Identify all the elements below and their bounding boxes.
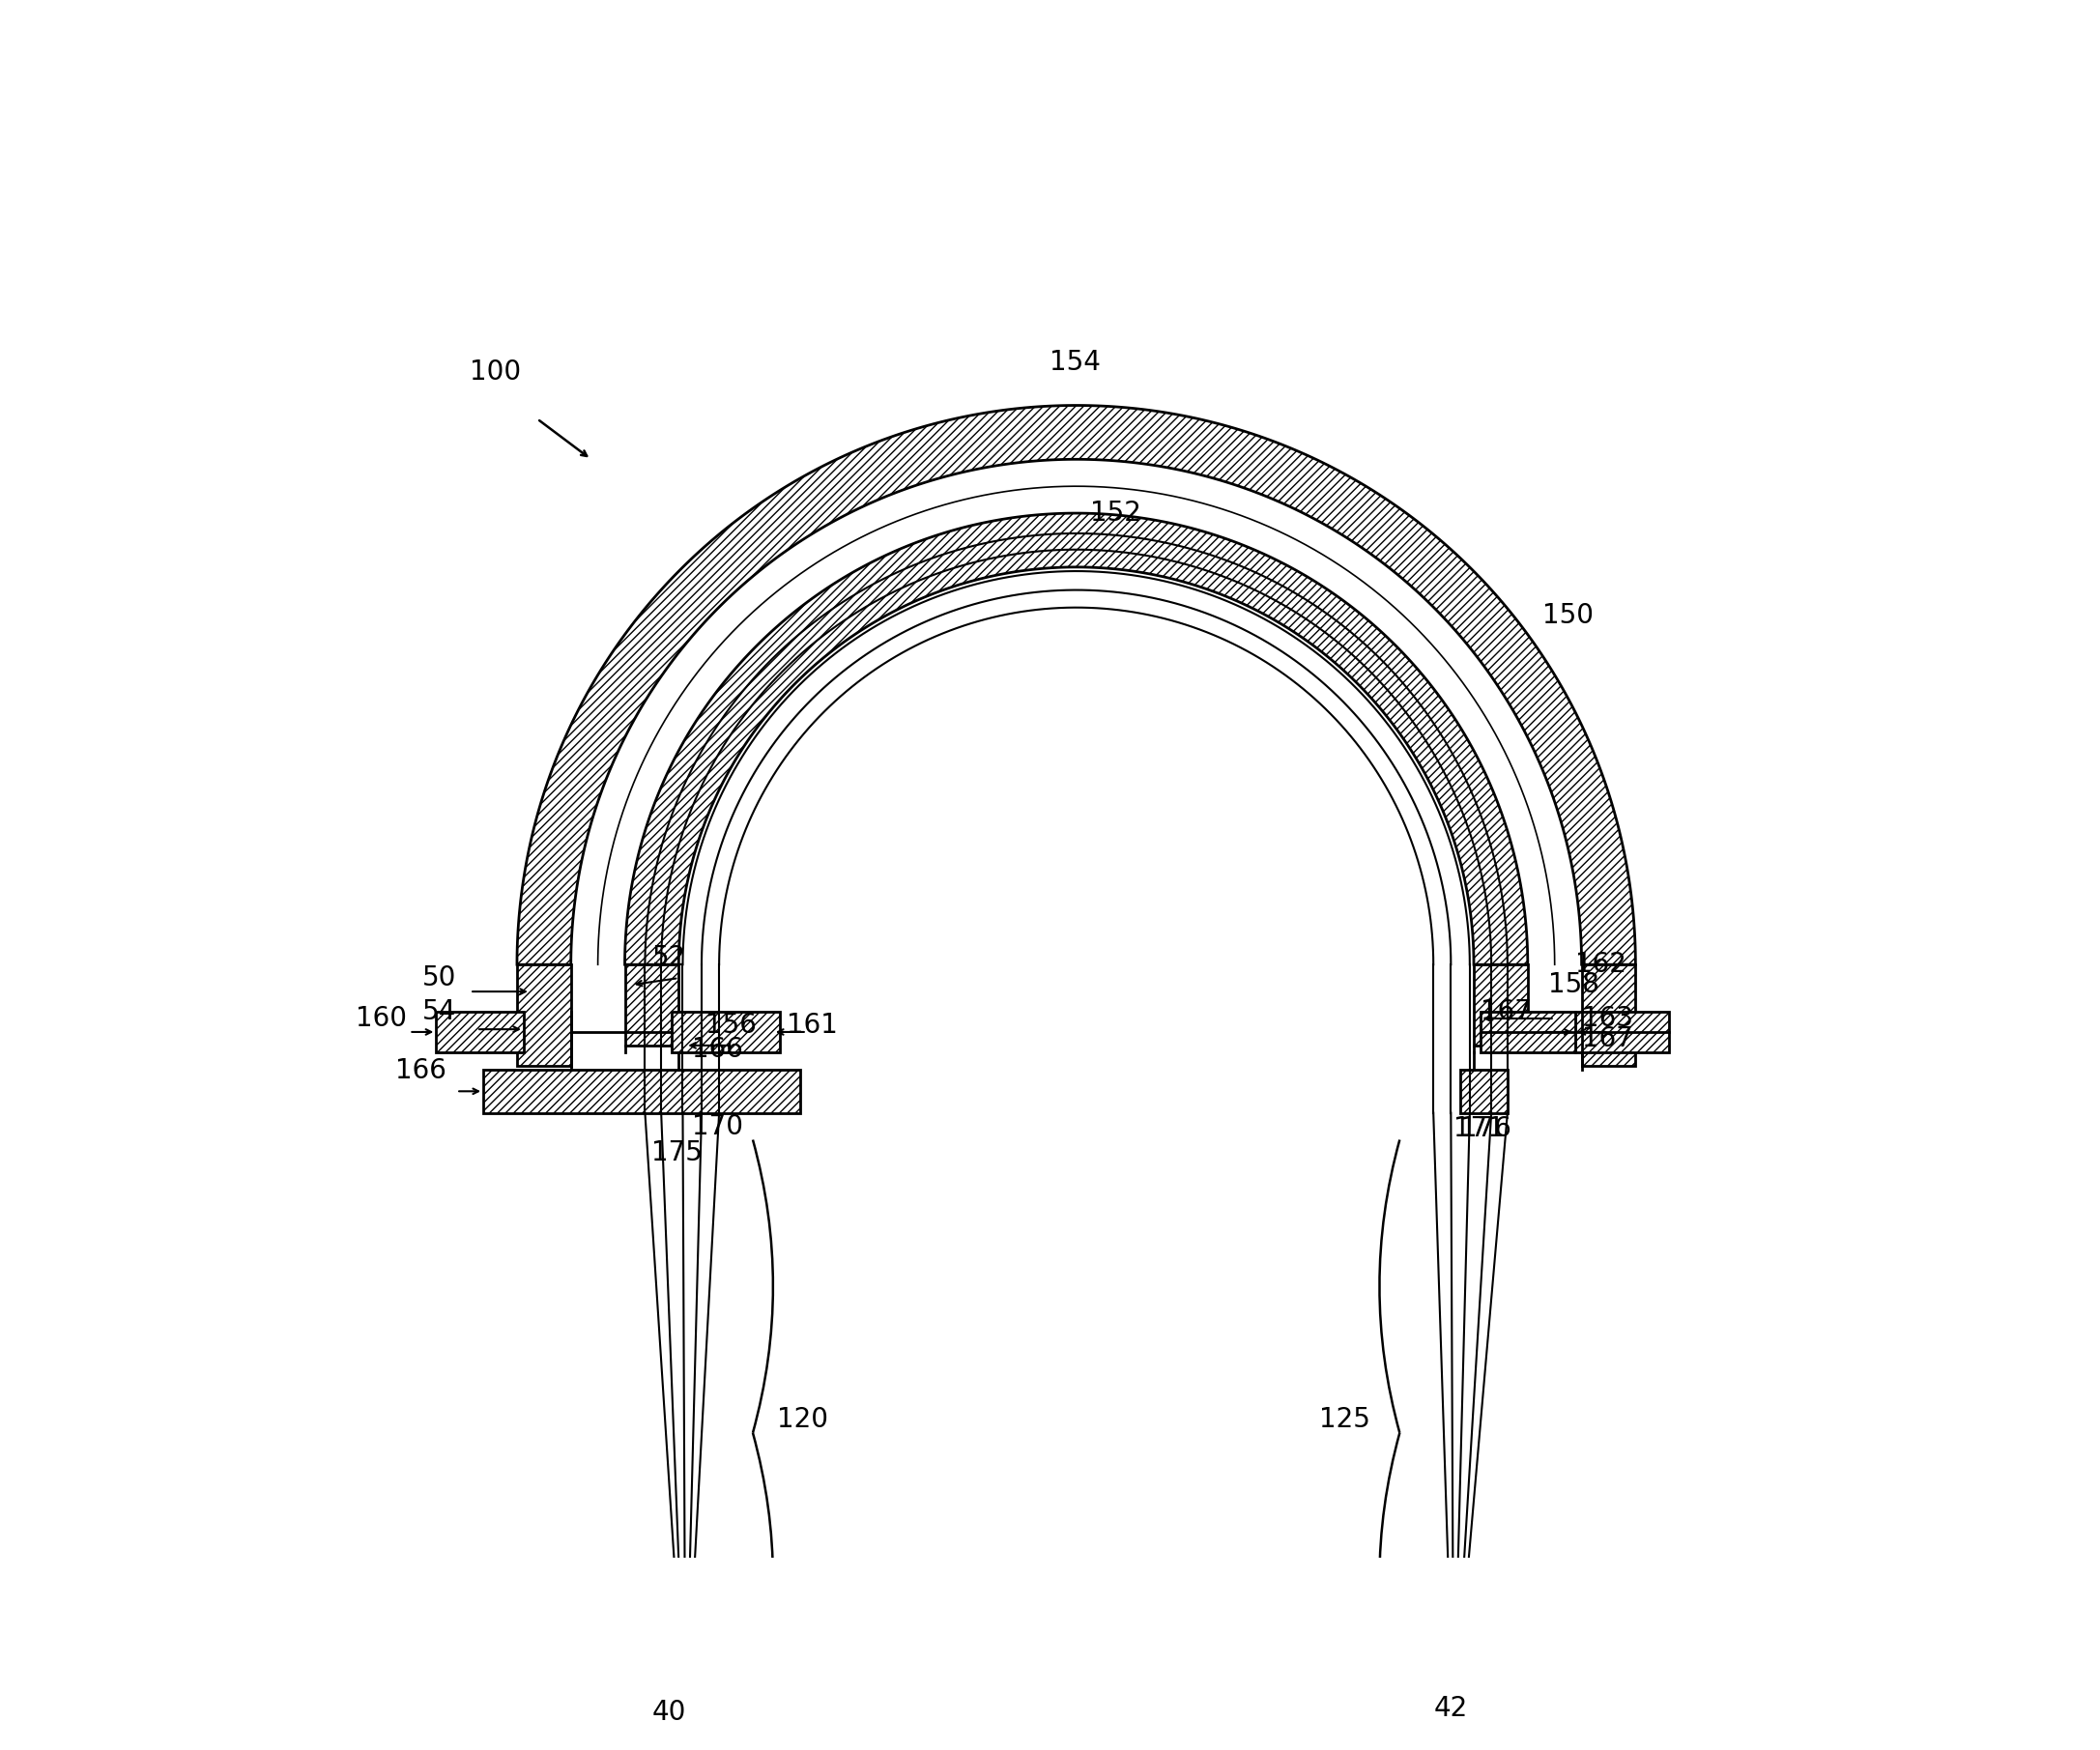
Bar bbox=[437, 1011, 523, 1052]
Text: 170: 170 bbox=[693, 1113, 743, 1139]
Text: 166: 166 bbox=[693, 1036, 743, 1062]
Bar bbox=[1581, 964, 1636, 1066]
Text: 161: 161 bbox=[788, 1011, 838, 1039]
Polygon shape bbox=[517, 406, 1636, 964]
Text: 54: 54 bbox=[422, 997, 456, 1026]
Text: 52: 52 bbox=[651, 945, 687, 971]
Text: 50: 50 bbox=[422, 964, 458, 992]
Text: 176: 176 bbox=[1459, 1115, 1512, 1143]
Text: 163: 163 bbox=[1581, 1004, 1634, 1032]
Text: 162: 162 bbox=[1575, 950, 1625, 978]
Text: 156: 156 bbox=[706, 1011, 756, 1039]
Bar bbox=[1474, 964, 1527, 1045]
Bar bbox=[1401, 1740, 1535, 1750]
Text: 167: 167 bbox=[1581, 1025, 1632, 1052]
Bar bbox=[1459, 1069, 1508, 1113]
Text: 154: 154 bbox=[1050, 348, 1100, 376]
Text: 160: 160 bbox=[355, 1004, 407, 1032]
Bar bbox=[483, 1069, 800, 1113]
Text: 40: 40 bbox=[651, 1699, 687, 1726]
Text: 125: 125 bbox=[1319, 1405, 1369, 1433]
Text: 152: 152 bbox=[1090, 499, 1140, 527]
Text: 175: 175 bbox=[651, 1139, 704, 1167]
Polygon shape bbox=[626, 513, 1527, 964]
Text: 42: 42 bbox=[1434, 1694, 1468, 1722]
Bar bbox=[626, 964, 678, 1045]
Text: 100: 100 bbox=[470, 359, 521, 385]
Text: 166: 166 bbox=[395, 1057, 447, 1085]
Text: 167: 167 bbox=[1480, 997, 1531, 1026]
Bar bbox=[584, 1740, 760, 1750]
Bar bbox=[672, 1011, 779, 1052]
Bar bbox=[517, 964, 571, 1066]
Text: 158: 158 bbox=[1548, 971, 1598, 997]
Bar bbox=[1480, 1011, 1575, 1052]
Text: 171: 171 bbox=[1453, 1115, 1506, 1143]
Text: 150: 150 bbox=[1541, 602, 1594, 630]
Text: 120: 120 bbox=[777, 1405, 827, 1433]
Bar bbox=[1575, 1011, 1670, 1052]
